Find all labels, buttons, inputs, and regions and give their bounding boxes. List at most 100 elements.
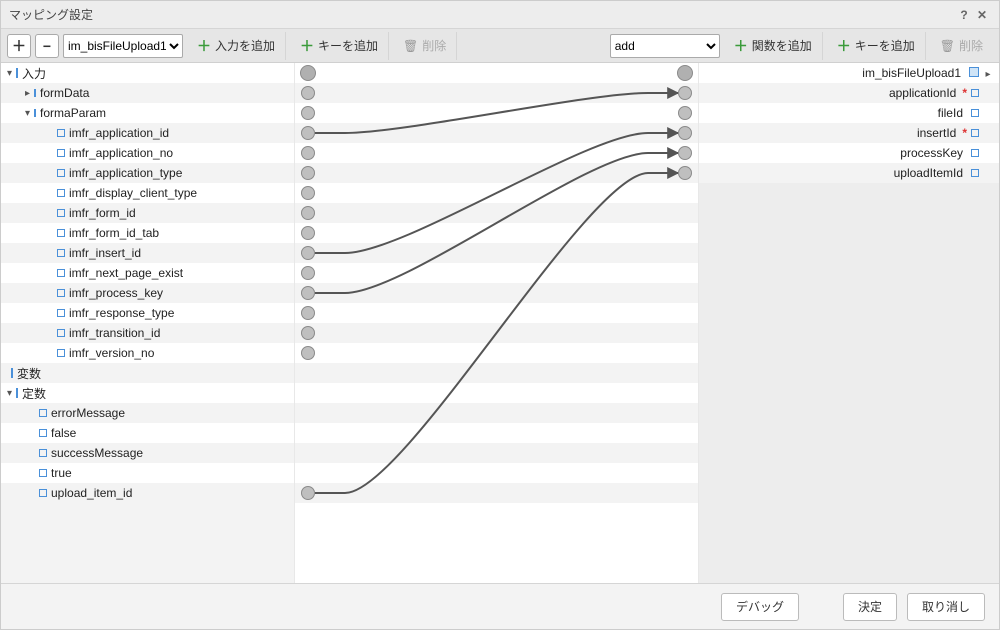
field-icon	[39, 469, 47, 477]
source-port[interactable]	[301, 326, 315, 340]
node-label: false	[51, 426, 76, 440]
mapping-wire[interactable]	[315, 133, 678, 253]
source-port[interactable]	[301, 226, 315, 240]
target-tree: im_bisFileUpload1 ▸ applicationId* fileId in…	[699, 63, 999, 583]
function-select[interactable]: add	[610, 34, 720, 58]
titlebar: マッピング設定 ? ✕	[1, 1, 999, 29]
node-label: imfr_form_id	[69, 206, 136, 220]
add-function-button[interactable]: ＋ 関数を追加	[724, 32, 823, 60]
node-label: imfr_application_no	[69, 146, 173, 160]
target-port[interactable]	[678, 106, 692, 120]
expand-arrow[interactable]: ▾	[7, 388, 12, 399]
source-tree-row[interactable]: false	[1, 423, 294, 443]
target-tree-row[interactable]: fileId	[699, 103, 999, 123]
source-port[interactable]	[301, 166, 315, 180]
expand-arrow[interactable]: ▾	[25, 108, 30, 119]
node-label: fileId	[938, 106, 963, 120]
mapping-wire[interactable]	[315, 93, 678, 133]
source-port[interactable]	[301, 306, 315, 320]
source-port[interactable]	[301, 206, 315, 220]
plus-icon: ＋	[300, 36, 314, 56]
source-tree-row[interactable]: true	[1, 463, 294, 483]
field-icon	[57, 169, 65, 177]
target-tree-row[interactable]: uploadItemId	[699, 163, 999, 183]
target-port[interactable]	[678, 86, 692, 100]
source-tree-row[interactable]: imfr_application_id	[1, 123, 294, 143]
field-icon	[971, 89, 979, 97]
footer: デバッグ 決定 取り消し	[1, 583, 999, 629]
add-function-label: 関数を追加	[752, 37, 812, 54]
field-icon	[39, 449, 47, 457]
source-port[interactable]	[301, 126, 315, 140]
source-tree-row[interactable]: successMessage	[1, 443, 294, 463]
input-source-select[interactable]: im_bisFileUpload1	[63, 34, 183, 58]
target-port[interactable]	[678, 126, 692, 140]
node-label: insertId	[917, 126, 956, 140]
source-tree-row[interactable]: errorMessage	[1, 403, 294, 423]
add-input-button[interactable]: ＋ 入力を追加	[187, 32, 286, 60]
node-label: im_bisFileUpload1	[862, 66, 961, 80]
source-tree-row[interactable]: imfr_display_client_type	[1, 183, 294, 203]
target-tree-row[interactable]: im_bisFileUpload1 ▸	[699, 63, 999, 83]
mapping-wire[interactable]	[315, 173, 678, 493]
expand-arrow[interactable]: ▸	[983, 69, 993, 80]
source-tree-row[interactable]: ▾ formaParam	[1, 103, 294, 123]
trash-icon: 🗑	[403, 39, 418, 53]
source-port[interactable]	[301, 186, 315, 200]
source-port[interactable]	[301, 246, 315, 260]
source-port[interactable]	[301, 346, 315, 360]
close-icon[interactable]: ✕	[973, 8, 991, 22]
node-label: processKey	[900, 146, 963, 160]
field-icon	[971, 169, 979, 177]
help-icon[interactable]: ?	[955, 8, 973, 22]
expand-arrow[interactable]: ▾	[7, 68, 12, 79]
add-key-right-button[interactable]: ＋ キーを追加	[827, 32, 926, 60]
target-tree-row[interactable]: processKey	[699, 143, 999, 163]
target-port[interactable]	[677, 65, 693, 81]
source-tree-row[interactable]: imfr_form_id_tab	[1, 223, 294, 243]
source-port[interactable]	[301, 266, 315, 280]
node-label: formaParam	[40, 106, 106, 120]
required-marker: *	[962, 126, 967, 140]
field-icon	[34, 109, 36, 117]
field-icon	[57, 249, 65, 257]
field-icon	[39, 429, 47, 437]
source-port[interactable]	[301, 106, 315, 120]
cancel-button[interactable]: 取り消し	[907, 593, 985, 621]
source-tree-row[interactable]: imfr_next_page_exist	[1, 263, 294, 283]
node-label: errorMessage	[51, 406, 125, 420]
node-label: formData	[40, 86, 89, 100]
target-tree-row[interactable]: insertId *	[699, 123, 999, 143]
add-key-left-button[interactable]: ＋ キーを追加	[290, 32, 389, 60]
source-port[interactable]	[300, 65, 316, 81]
collapse-all-button[interactable]: −	[35, 34, 59, 58]
expand-arrow[interactable]: ▸	[25, 88, 30, 99]
source-port[interactable]	[301, 86, 315, 100]
mapping-wire[interactable]	[315, 153, 678, 293]
ok-button[interactable]: 決定	[843, 593, 897, 621]
debug-button[interactable]: デバッグ	[721, 593, 799, 621]
source-tree-row[interactable]: upload_item_id	[1, 483, 294, 503]
source-port[interactable]	[301, 486, 315, 500]
delete-right-button[interactable]: 🗑 削除	[930, 32, 993, 60]
source-port[interactable]	[301, 146, 315, 160]
node-label: imfr_application_type	[69, 166, 182, 180]
delete-left-button[interactable]: 🗑 削除	[393, 32, 457, 60]
plus-icon: ＋	[734, 36, 748, 56]
toolbar: ＋ − im_bisFileUpload1 ＋ 入力を追加 ＋ キーを追加 🗑 …	[1, 29, 999, 63]
target-port[interactable]	[678, 166, 692, 180]
source-tree-row[interactable]: ▾ 定数	[1, 383, 294, 403]
source-tree-row[interactable]: imfr_application_no	[1, 143, 294, 163]
source-port[interactable]	[301, 286, 315, 300]
source-tree-row[interactable]: imfr_insert_id	[1, 243, 294, 263]
required-marker: *	[962, 86, 967, 100]
add-key-left-label: キーを追加	[318, 37, 378, 54]
source-tree: ▾入力▸formData▾formaParamimfr_application_…	[1, 63, 294, 583]
target-tree-row[interactable]: applicationId*	[699, 83, 999, 103]
node-label: 定数	[22, 385, 46, 402]
source-tree-row[interactable]: imfr_application_type	[1, 163, 294, 183]
field-icon	[971, 129, 979, 137]
expand-all-button[interactable]: ＋	[7, 34, 31, 58]
target-port[interactable]	[678, 146, 692, 160]
source-tree-row[interactable]: imfr_form_id	[1, 203, 294, 223]
